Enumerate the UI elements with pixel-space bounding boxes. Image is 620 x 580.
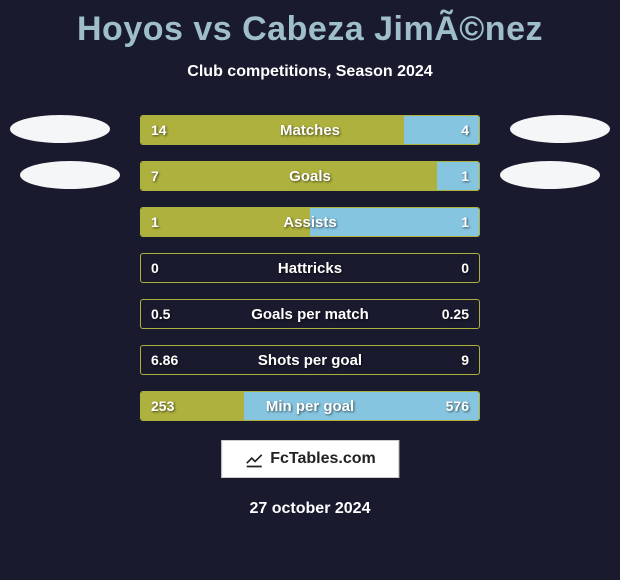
stat-row: 253576Min per goal (140, 391, 480, 421)
stat-row: 6.869Shots per goal (140, 345, 480, 375)
stat-row: 11Assists (140, 207, 480, 237)
stat-label: Min per goal (141, 392, 479, 420)
subtitle: Club competitions, Season 2024 (0, 63, 620, 81)
brand-badge[interactable]: FcTables.com (221, 440, 399, 478)
stat-row: 00Hattricks (140, 253, 480, 283)
bars-container: 144Matches 71Goals 11Assists 00Hattricks 0.5… (140, 115, 480, 437)
player-right-avatar-1 (510, 115, 610, 143)
stat-label: Goals per match (141, 300, 479, 328)
stat-label: Hattricks (141, 254, 479, 282)
date-label: 27 october 2024 (0, 500, 620, 518)
stat-label: Goals (141, 162, 479, 190)
stat-row: 144Matches (140, 115, 480, 145)
stat-label: Shots per goal (141, 346, 479, 374)
stat-label: Assists (141, 208, 479, 236)
brand-label: FcTables.com (270, 450, 376, 468)
player-right-avatar-2 (500, 161, 600, 189)
stat-label: Matches (141, 116, 479, 144)
stat-row: 71Goals (140, 161, 480, 191)
player-left-avatar-2 (20, 161, 120, 189)
page-title: Hoyos vs Cabeza JimÃ©nez (0, 0, 620, 49)
player-left-avatar-1 (10, 115, 110, 143)
chart-icon (244, 449, 264, 469)
stat-row: 0.50.25Goals per match (140, 299, 480, 329)
